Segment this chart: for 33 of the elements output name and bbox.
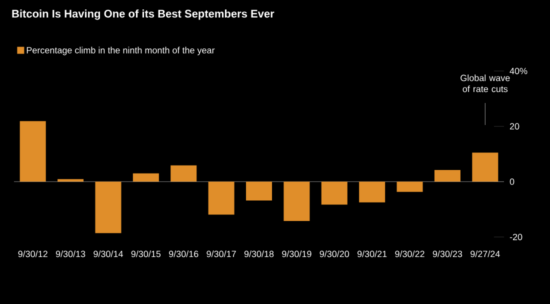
x-tick-label: 9/30/13 bbox=[56, 250, 86, 258]
y-tick-label: 20 bbox=[510, 123, 520, 130]
x-tick-label: 9/30/14 bbox=[94, 250, 123, 258]
x-tick-label: 9/30/16 bbox=[169, 250, 198, 258]
bar bbox=[359, 182, 386, 202]
x-tick-label: 9/30/18 bbox=[244, 250, 274, 258]
bar bbox=[246, 182, 272, 200]
y-tick-label: 0 bbox=[510, 178, 514, 185]
y-tick-label: -20 bbox=[510, 234, 522, 240]
x-tick-label: 9/30/12 bbox=[18, 250, 48, 258]
bar bbox=[396, 182, 423, 192]
chart-title: Bitcoin Is Having One of its Best Septembers Ever bbox=[12, 10, 274, 20]
bar bbox=[170, 165, 197, 182]
x-tick-label: 9/30/22 bbox=[395, 250, 424, 258]
x-tick-label: 9/30/15 bbox=[131, 250, 161, 258]
x-tick-label: 9/30/20 bbox=[320, 250, 350, 258]
y-tick-label: 40% bbox=[510, 68, 528, 74]
x-tick-label: 9/30/21 bbox=[357, 250, 387, 258]
x-tick-label: 9/30/19 bbox=[282, 250, 312, 258]
x-tick-label: 9/27/24 bbox=[470, 250, 500, 258]
x-tick-label: 9/30/17 bbox=[206, 250, 236, 258]
bar bbox=[472, 152, 498, 182]
bar bbox=[321, 182, 348, 205]
bar bbox=[20, 121, 46, 182]
bar bbox=[132, 173, 159, 182]
annotation: Global wave of rate cuts bbox=[460, 74, 510, 92]
x-tick-label: 9/30/23 bbox=[432, 250, 462, 258]
bar bbox=[58, 179, 84, 182]
bar bbox=[95, 182, 122, 234]
legend-label: Percentage climb in the ninth month of the year bbox=[26, 46, 215, 56]
bar bbox=[208, 182, 234, 215]
bar bbox=[284, 182, 310, 221]
bar bbox=[434, 170, 460, 182]
